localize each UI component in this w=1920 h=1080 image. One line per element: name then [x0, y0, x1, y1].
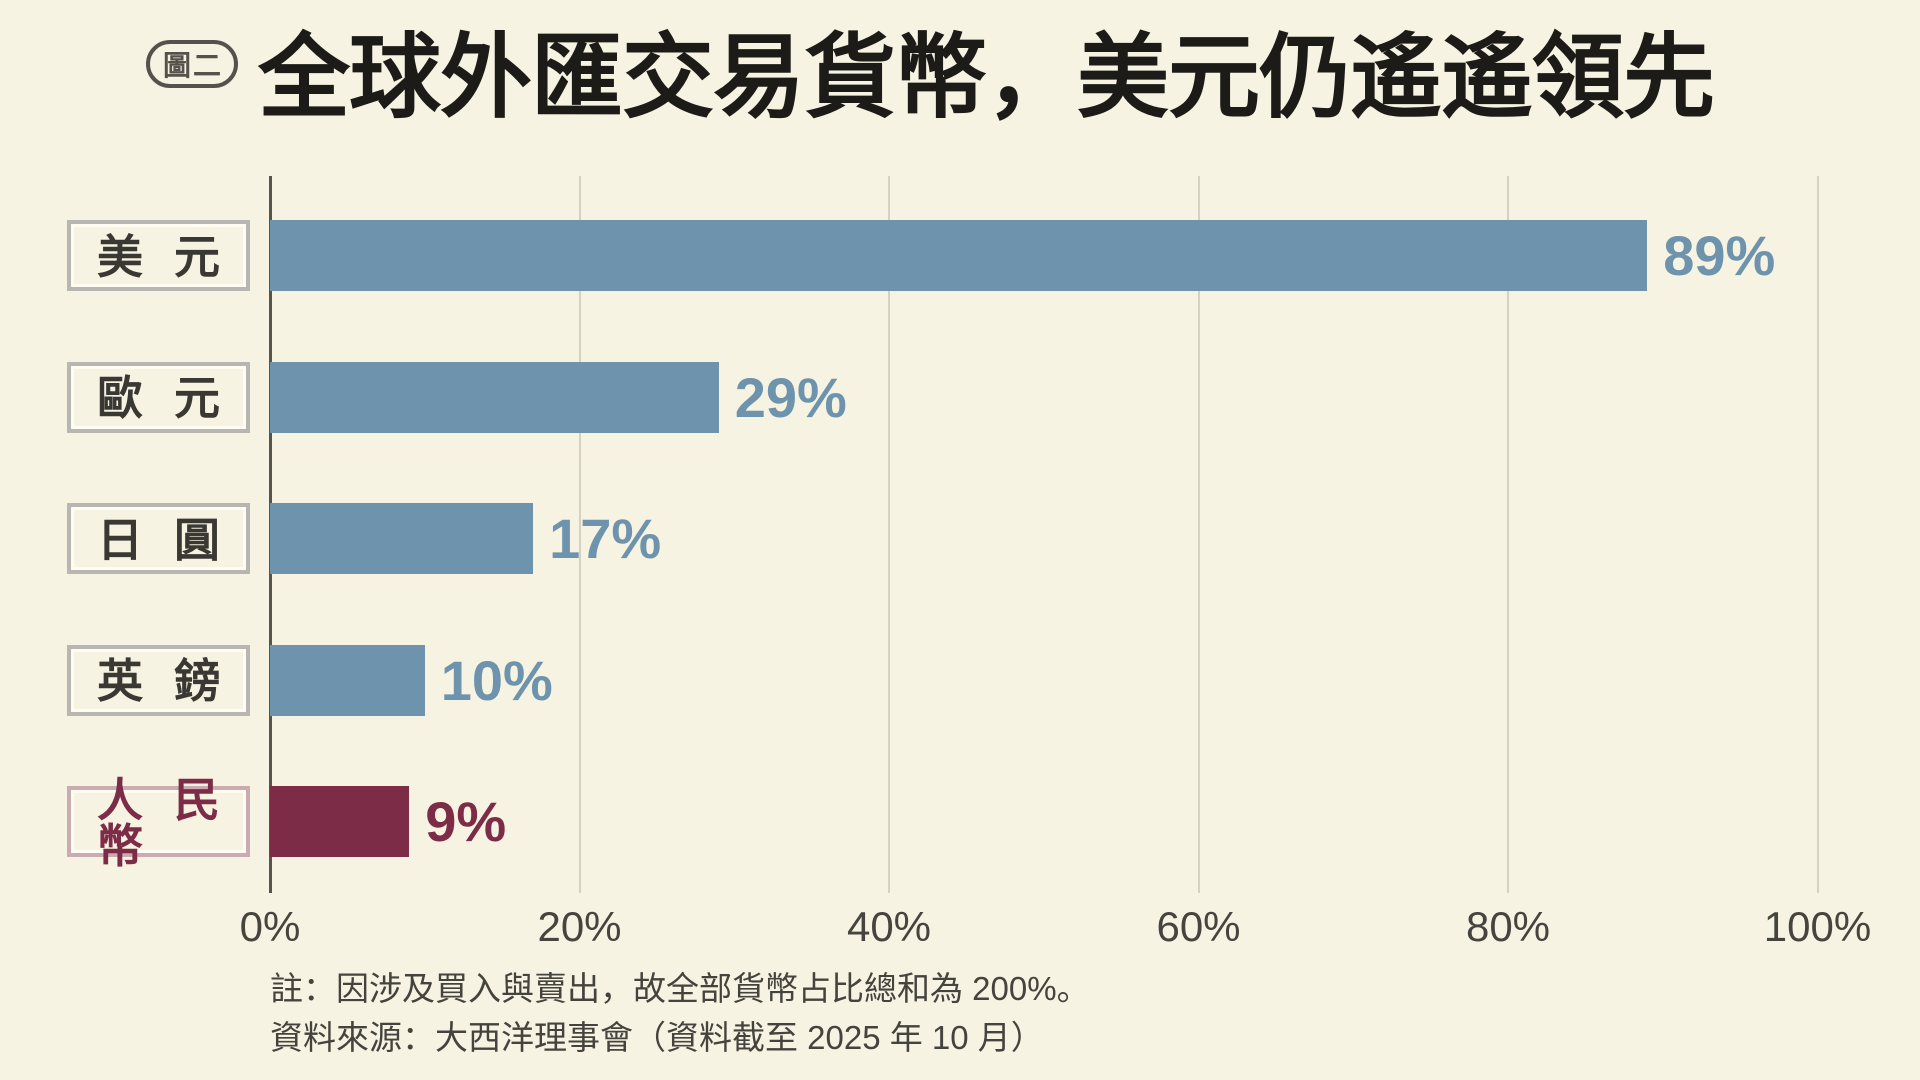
bar-value-label: 29% [734, 365, 847, 429]
category-label: 英鎊 [97, 656, 220, 707]
x-gridline [578, 176, 581, 893]
x-tick-label: 60% [1156, 903, 1241, 950]
bar-value-label: 9% [425, 790, 507, 853]
x-tick-label: 40% [846, 903, 932, 950]
category-label-box: 歐元 [67, 361, 250, 433]
note-text: 註：因涉及買入與賣出，故全部貨幣占比總和為 200%。 [270, 970, 1090, 1007]
x-gridline [1197, 176, 1200, 893]
bar [270, 644, 425, 716]
category-label-box: 人民幣 [67, 777, 250, 869]
x-tick-label: 100% [1763, 903, 1872, 950]
bar-value-label: 17% [549, 507, 662, 570]
category-label: 美元 [97, 231, 220, 283]
category-label: 日圓 [97, 514, 220, 566]
x-tick-label: 20% [537, 903, 622, 950]
category-label-box: 日圓 [67, 503, 250, 574]
bar [270, 220, 1648, 291]
figure-number-badge: 圖二 [146, 40, 238, 88]
bar [270, 361, 719, 433]
figure-number-label: 圖二 [162, 50, 223, 81]
chart-footnotes: 註：因涉及買入與賣出，故全部貨幣占比總和為 200%。 資料來源：大西洋理事會（… [270, 964, 1090, 1062]
x-gridline [1507, 176, 1509, 893]
bar-value-label: 10% [440, 648, 553, 712]
category-label: 人民幣 [97, 774, 220, 872]
x-tick-label: 0% [239, 903, 301, 950]
chart-title: 全球外匯交易貨幣，美元仍遙遙領先 [258, 27, 1715, 129]
x-gridline [1816, 176, 1819, 893]
bar [270, 503, 534, 574]
bar [270, 786, 410, 857]
x-tick-label: 80% [1465, 903, 1551, 950]
source-text: 資料來源：大西洋理事會（資料截至 2025 年 10 月） [270, 1019, 1044, 1056]
x-gridline [888, 176, 890, 893]
category-label: 歐元 [97, 373, 220, 424]
category-label-box: 英鎊 [67, 644, 250, 716]
bar-value-label: 89% [1663, 224, 1776, 287]
category-label-box: 美元 [67, 220, 250, 291]
